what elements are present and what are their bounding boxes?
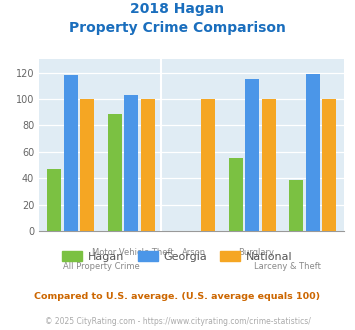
Bar — [47, 169, 61, 231]
Bar — [141, 99, 155, 231]
Text: 2018 Hagan: 2018 Hagan — [130, 2, 225, 16]
Bar — [80, 99, 94, 231]
Bar — [108, 114, 122, 231]
Text: Compared to U.S. average. (U.S. average equals 100): Compared to U.S. average. (U.S. average … — [34, 292, 321, 301]
Bar — [229, 158, 242, 231]
Text: © 2025 CityRating.com - https://www.cityrating.com/crime-statistics/: © 2025 CityRating.com - https://www.city… — [45, 317, 310, 326]
Text: Larceny & Theft: Larceny & Theft — [253, 262, 321, 271]
Bar — [262, 99, 275, 231]
Bar — [64, 75, 78, 231]
Bar — [322, 99, 336, 231]
Text: Arson: Arson — [182, 248, 206, 257]
Text: Motor Vehicle Theft: Motor Vehicle Theft — [92, 248, 173, 257]
Bar — [124, 95, 138, 231]
Bar — [245, 79, 259, 231]
Text: Burglary: Burglary — [238, 248, 274, 257]
Bar — [201, 99, 215, 231]
Bar — [289, 180, 303, 231]
Text: Property Crime Comparison: Property Crime Comparison — [69, 21, 286, 35]
Legend: Hagan, Georgia, National: Hagan, Georgia, National — [58, 247, 297, 267]
Bar — [306, 74, 320, 231]
Text: All Property Crime: All Property Crime — [63, 262, 140, 271]
